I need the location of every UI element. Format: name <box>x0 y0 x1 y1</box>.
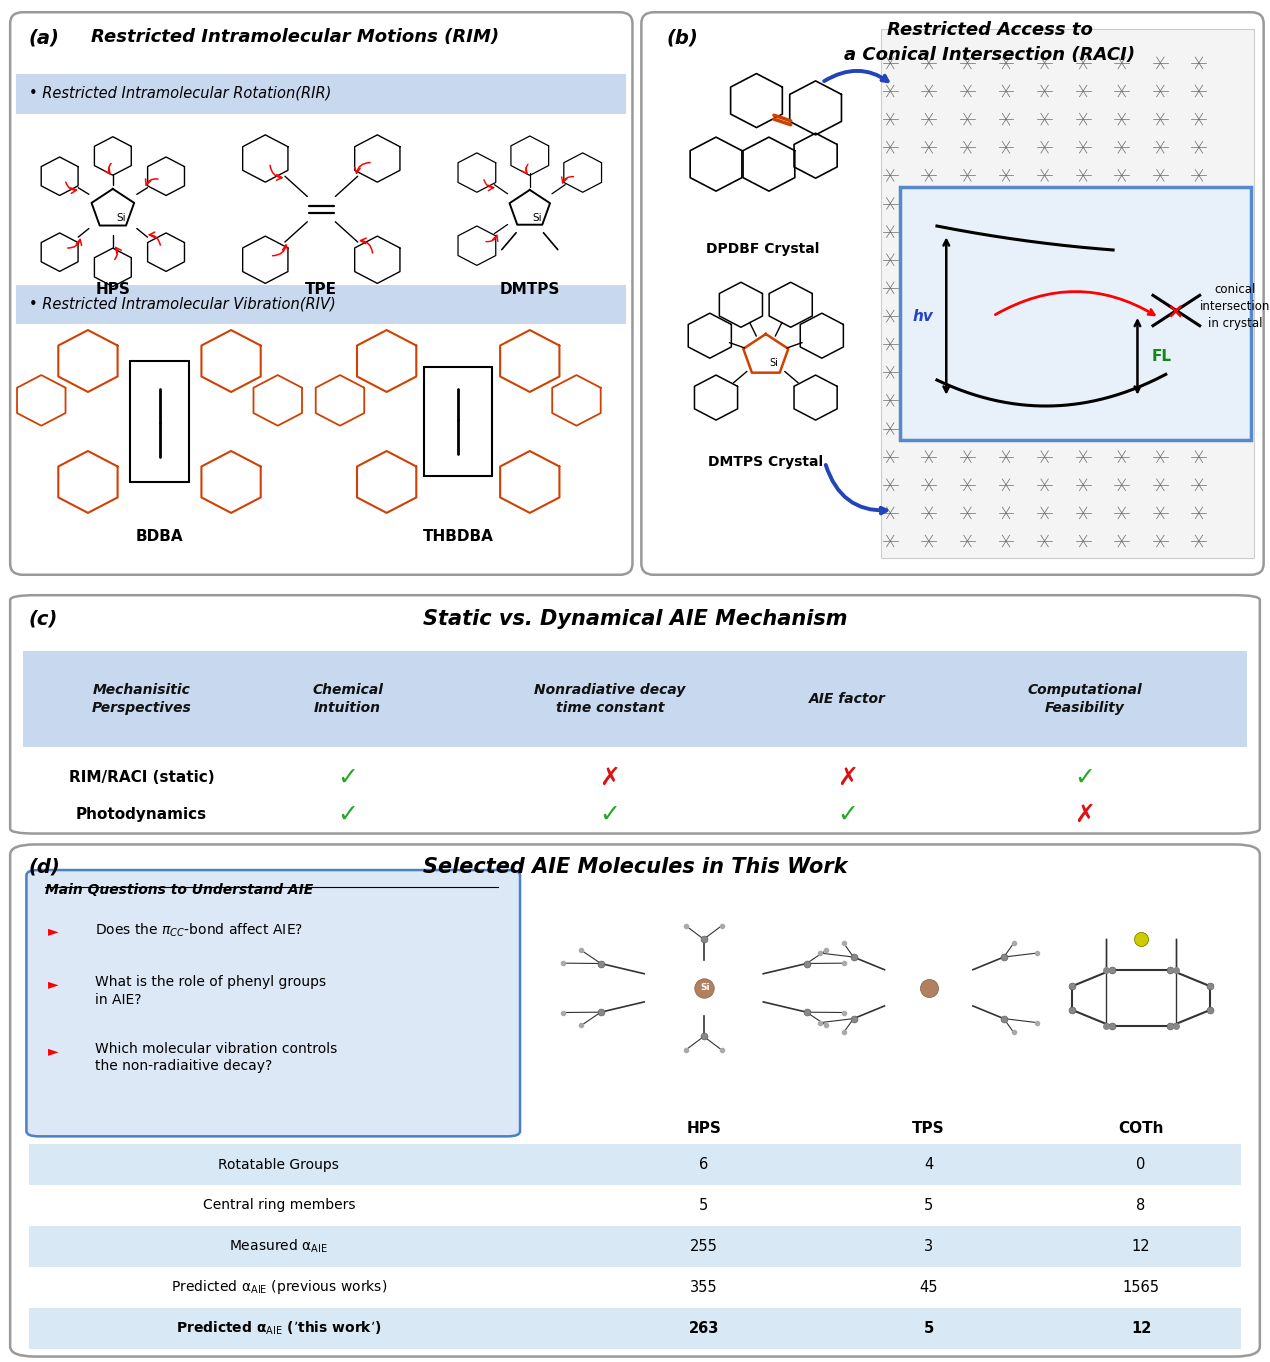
Text: ✓: ✓ <box>337 802 358 827</box>
FancyBboxPatch shape <box>10 595 1260 834</box>
FancyBboxPatch shape <box>10 12 632 575</box>
Text: Chemical
Intuition: Chemical Intuition <box>312 684 384 715</box>
Text: Measured α$_{{\rm AIE}}$: Measured α$_{{\rm AIE}}$ <box>230 1238 328 1256</box>
Text: (b): (b) <box>667 29 698 48</box>
Text: 5: 5 <box>698 1199 709 1214</box>
Bar <box>29 1267 1241 1308</box>
Text: Si: Si <box>700 983 710 993</box>
Text: ►: ► <box>48 923 58 938</box>
FancyBboxPatch shape <box>17 285 626 324</box>
Text: ✓: ✓ <box>337 765 358 790</box>
Text: • Restricted Intramolecular Rotation(RIR): • Restricted Intramolecular Rotation(RIR… <box>29 86 331 101</box>
Bar <box>23 651 1247 746</box>
Text: (a): (a) <box>29 29 60 48</box>
FancyBboxPatch shape <box>17 74 626 113</box>
Bar <box>29 1308 1241 1348</box>
FancyBboxPatch shape <box>641 12 1264 575</box>
Text: Si: Si <box>768 358 777 368</box>
Bar <box>29 1226 1241 1267</box>
Text: THBDBA: THBDBA <box>423 528 494 543</box>
Text: 355: 355 <box>690 1280 718 1295</box>
Text: Mechanisitic
Perspectives: Mechanisitic Perspectives <box>91 684 192 715</box>
Text: 12: 12 <box>1130 1321 1152 1336</box>
Text: Rotatable Groups: Rotatable Groups <box>218 1158 339 1171</box>
Text: 45: 45 <box>919 1280 939 1295</box>
Text: ✗: ✗ <box>1074 802 1096 827</box>
Text: a Conical Intersection (RACI): a Conical Intersection (RACI) <box>845 46 1135 64</box>
Text: (d): (d) <box>29 857 61 876</box>
Text: Selected AIE Molecules in This Work: Selected AIE Molecules in This Work <box>423 857 847 877</box>
Text: Predicted α$_{{\rm AIE}}$ (previous works): Predicted α$_{{\rm AIE}}$ (previous work… <box>170 1279 387 1297</box>
Text: FL: FL <box>1151 349 1171 364</box>
Text: Si: Si <box>116 212 126 223</box>
Text: DPDBF Crystal: DPDBF Crystal <box>706 241 819 256</box>
Text: 5: 5 <box>925 1199 933 1214</box>
Text: ►: ► <box>48 1045 58 1058</box>
Text: Computational
Feasibility: Computational Feasibility <box>1027 684 1142 715</box>
Text: TPE: TPE <box>305 282 338 297</box>
Text: ►: ► <box>48 978 58 992</box>
Text: ✓: ✓ <box>837 802 859 827</box>
Text: ✗: ✗ <box>599 765 621 790</box>
Text: HPS: HPS <box>95 282 131 297</box>
Text: (c): (c) <box>29 610 58 628</box>
Text: Does the $\pi_{CC}$-bond affect AIE?: Does the $\pi_{CC}$-bond affect AIE? <box>95 921 304 938</box>
Text: 255: 255 <box>690 1239 718 1254</box>
Text: conical
intersection
in crystal: conical intersection in crystal <box>1200 283 1270 330</box>
Text: ✓: ✓ <box>599 802 621 827</box>
Text: Central ring members: Central ring members <box>203 1199 356 1212</box>
Bar <box>29 1144 1241 1185</box>
Text: Which molecular vibration controls
the non-radiaitive decay?: Which molecular vibration controls the n… <box>95 1042 338 1073</box>
Text: 12: 12 <box>1132 1239 1151 1254</box>
Text: HPS: HPS <box>686 1121 721 1136</box>
Bar <box>29 1185 1241 1226</box>
Text: 5: 5 <box>923 1321 933 1336</box>
FancyBboxPatch shape <box>10 844 1260 1357</box>
Text: 8: 8 <box>1137 1199 1146 1214</box>
Bar <box>881 29 1255 558</box>
Text: 4: 4 <box>925 1156 933 1173</box>
Text: • Restricted Intramolecular Vibration(RIV): • Restricted Intramolecular Vibration(RI… <box>29 296 335 311</box>
Text: 263: 263 <box>688 1321 719 1336</box>
Text: Predicted α$_{{\rm AIE}}$ (’this work’): Predicted α$_{{\rm AIE}}$ (’this work’) <box>177 1320 382 1337</box>
FancyBboxPatch shape <box>899 187 1251 440</box>
Text: AIE factor: AIE factor <box>809 692 886 706</box>
Text: Main Questions to Understand AIE: Main Questions to Understand AIE <box>46 883 314 896</box>
Text: Nonradiative decay
time constant: Nonradiative decay time constant <box>535 684 686 715</box>
Text: COTh: COTh <box>1119 1121 1163 1136</box>
Text: What is the role of phenyl groups
in AIE?: What is the role of phenyl groups in AIE… <box>95 975 326 1007</box>
FancyBboxPatch shape <box>27 870 519 1136</box>
Text: Restricted Access to: Restricted Access to <box>886 20 1092 38</box>
Text: 3: 3 <box>925 1239 933 1254</box>
Text: BDBA: BDBA <box>136 528 183 543</box>
Text: hv: hv <box>912 309 933 324</box>
Text: Photodynamics: Photodynamics <box>76 806 207 823</box>
Text: 6: 6 <box>698 1156 709 1173</box>
Text: ✗: ✗ <box>837 765 859 790</box>
Text: Restricted Intramolecular Motions (RIM): Restricted Intramolecular Motions (RIM) <box>91 29 499 46</box>
Text: DMTPS: DMTPS <box>499 282 560 297</box>
Text: 1565: 1565 <box>1123 1280 1160 1295</box>
Text: Si: Si <box>532 212 542 222</box>
Text: ✓: ✓ <box>1074 765 1096 790</box>
Text: RIM/RACI (static): RIM/RACI (static) <box>69 770 215 785</box>
Text: Static vs. Dynamical AIE Mechanism: Static vs. Dynamical AIE Mechanism <box>423 610 847 629</box>
Text: TPS: TPS <box>912 1121 945 1136</box>
Text: 0: 0 <box>1137 1156 1146 1173</box>
Text: DMTPS Crystal: DMTPS Crystal <box>709 455 823 470</box>
Text: ×: × <box>1166 301 1184 321</box>
